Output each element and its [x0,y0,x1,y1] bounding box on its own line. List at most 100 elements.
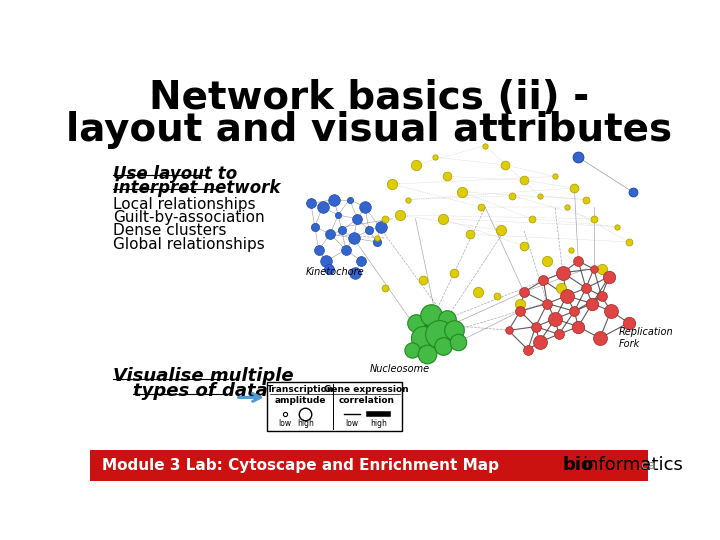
Point [584,299,595,308]
Text: Guilt-by-association: Guilt-by-association [113,211,265,225]
Text: .ca: .ca [637,458,656,472]
Point [595,292,607,300]
Point [387,180,398,188]
Text: Use layout to: Use layout to [113,165,238,183]
Point [503,326,514,335]
Point [541,299,553,308]
Text: Kinetochore: Kinetochore [305,267,364,276]
Point [541,257,553,266]
Text: Local relationships: Local relationships [113,197,256,212]
Point [348,234,359,242]
FancyBboxPatch shape [267,382,402,431]
Point [313,245,325,254]
Bar [90,450,648,481]
Text: informatics: informatics [582,456,683,474]
Point [437,214,449,223]
Point [580,195,592,204]
Point [456,187,468,196]
Point [572,257,584,266]
Point [572,153,584,161]
Text: low: low [279,419,292,428]
Text: Module 3 Lab: Cytoscape and Enrichment Map: Module 3 Lab: Cytoscape and Enrichment M… [102,458,499,472]
Point [538,276,549,285]
Point [464,230,475,239]
Point [364,226,375,235]
Text: types of data: types of data [132,382,267,400]
Point [549,315,561,323]
Point [441,315,452,323]
Point [623,319,634,327]
Point [418,334,429,342]
Point [514,307,526,315]
Point [433,330,444,339]
Text: bio: bio [563,456,594,474]
Point [402,195,413,204]
Point [569,307,580,315]
Point [588,265,600,273]
Point [325,230,336,239]
Point [534,338,545,346]
Point [561,203,572,212]
Point [491,292,503,300]
Text: Nucleosome: Nucleosome [370,363,430,374]
Point [406,346,418,354]
Point [611,222,623,231]
Point [317,203,328,212]
Point [526,214,538,223]
Point [379,214,390,223]
Point [351,214,363,223]
Point [564,245,576,254]
Point [534,191,545,200]
Point [507,191,518,200]
Point [340,245,351,254]
Point [418,276,429,285]
Point [309,222,320,231]
Point [418,315,429,323]
Point [569,184,580,192]
Point [522,346,534,354]
Point [549,172,561,181]
Point [518,288,530,296]
Point [594,334,606,342]
Point [514,299,526,308]
Point [472,288,483,296]
Point [344,195,356,204]
Text: Transcription
amplitude: Transcription amplitude [267,385,334,405]
Point [580,284,592,293]
Point [323,265,335,273]
Point [553,330,564,339]
Point [375,222,387,231]
Text: Dense clusters: Dense clusters [113,224,227,239]
Point [480,141,491,150]
Point [429,153,441,161]
Point [499,160,510,169]
Point [495,226,506,235]
Point [572,322,584,331]
Point [328,195,340,204]
Point [476,203,487,212]
Point [518,241,530,250]
Point [379,284,390,293]
Text: Network basics (ii) -: Network basics (ii) - [149,79,589,117]
Point [371,238,382,246]
Point [437,341,449,350]
Text: interpret network: interpret network [113,179,281,197]
Point [320,257,332,266]
Point [557,268,569,277]
Text: Gene expression
correlation: Gene expression correlation [325,385,409,405]
Point [588,214,600,223]
Point [623,238,634,246]
Point [332,211,343,219]
Point [359,203,371,212]
Point [555,284,567,293]
Point [449,326,460,335]
Point [441,172,452,181]
Point [452,338,464,346]
Text: low: low [346,419,359,428]
Text: Replication
Fork: Replication Fork [618,327,673,349]
Text: layout and visual attributes: layout and visual attributes [66,111,672,149]
Point [410,319,421,327]
Point [336,226,348,235]
Point [410,160,421,169]
Point [426,310,437,319]
